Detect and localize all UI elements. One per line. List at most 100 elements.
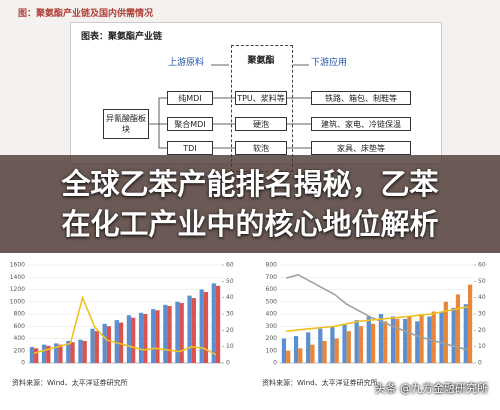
y-tick-label: 600 <box>266 286 278 293</box>
y2-tick-label: 50 <box>478 278 486 285</box>
bar <box>58 344 63 363</box>
upstream-label: 上游原料 <box>168 58 205 68</box>
y-tick-label: 300 <box>266 323 278 330</box>
diagram-frame: 图表：聚氨酯产业链 聚氨酯 上游原料 下游应用 异氰酸酯板块 纯MDI 聚合MD… <box>70 22 442 172</box>
product-box: 软泡 <box>235 141 287 155</box>
header-title: 图：聚氨酯产业链及国内供需情况 <box>18 9 154 19</box>
bar <box>155 310 160 363</box>
bar <box>395 318 400 363</box>
y2-tick-label: 30 <box>226 311 234 318</box>
y-tick-label: 500 <box>266 298 278 305</box>
bar <box>167 306 172 363</box>
input-box: TDI <box>167 141 213 155</box>
application-box: 建筑、家电、冷链保温 <box>311 117 411 131</box>
bar <box>151 309 156 363</box>
bar <box>78 339 83 363</box>
bar <box>126 315 132 363</box>
diagram-arrows <box>149 64 311 149</box>
bar <box>298 348 303 363</box>
y2-tick-label: 20 <box>226 327 234 334</box>
bar <box>82 340 87 363</box>
charts-panel: 0 200 400 600 800 1000 1200 1400 1600 0 10 20 30 40 50… <box>0 253 500 410</box>
overlay-banner: 全球乙苯产能排名揭秘，乙苯在化工产业中的核心地位解析 <box>0 155 500 253</box>
line <box>286 305 469 332</box>
bar <box>293 336 299 363</box>
y-tick-label: 1000 <box>10 298 25 305</box>
center-label: 聚氨酯 <box>247 56 275 66</box>
bar <box>451 307 456 363</box>
bar <box>463 304 468 363</box>
y2-tick-label: 0 <box>226 360 230 367</box>
bar <box>34 348 39 363</box>
downstream-label: 下游应用 <box>311 58 348 68</box>
chart: 0 100 200 300 400 500 600 700 800 0 10 20 30 40 50 60 <box>266 262 486 367</box>
chart: 0 200 400 600 800 1000 1200 1400 1600 0 10 20 30 40 50… <box>10 262 234 367</box>
bar <box>70 342 75 363</box>
document: 图：聚氨酯产业链及国内供需情况 图表：聚氨酯产业链 聚氨酯 上游原料 下游应用 … <box>0 0 500 172</box>
bar <box>318 328 323 363</box>
y-tick-label: 800 <box>14 311 26 318</box>
bar <box>175 301 180 363</box>
bar <box>358 326 364 363</box>
y2-tick-label: 50 <box>226 278 234 285</box>
bar <box>114 320 119 363</box>
bar <box>390 316 396 363</box>
y-tick-label: 100 <box>266 347 278 354</box>
y-tick-label: 800 <box>266 262 278 269</box>
bar <box>443 301 448 363</box>
y2-tick-label: 30 <box>478 311 486 318</box>
bar <box>346 331 351 363</box>
bar <box>94 331 99 363</box>
y-tick-label: 700 <box>266 274 278 281</box>
y2-tick-label: 60 <box>226 262 234 269</box>
bar <box>366 316 371 363</box>
application-box: 铁路、箱包、制鞋等 <box>311 91 411 105</box>
y-tick-label: 1200 <box>10 286 25 293</box>
bar <box>281 338 287 363</box>
bar <box>354 320 359 363</box>
bar <box>310 344 315 363</box>
source-note: 资料来源：Wind、太平洋证券研究所 <box>262 379 378 387</box>
y-tick-label: 0 <box>21 360 25 367</box>
product-box: TPU、浆料等 <box>235 91 287 105</box>
bar <box>334 338 339 363</box>
bar <box>191 298 196 363</box>
bar <box>383 321 388 363</box>
y-tick-label: 400 <box>14 335 26 342</box>
bar <box>215 285 221 363</box>
y2-tick-label: 60 <box>478 262 486 269</box>
y2-tick-label: 0 <box>478 360 482 367</box>
bar <box>138 312 144 363</box>
bar <box>455 294 461 363</box>
bar <box>431 311 436 363</box>
overlay-title: 全球乙苯产能排名揭秘，乙苯在化工产业中的核心地位解析 <box>61 167 439 241</box>
bar <box>322 340 327 363</box>
y-tick-label: 0 <box>273 360 277 367</box>
y-tick-label: 200 <box>14 347 26 354</box>
y-tick-label: 400 <box>266 311 278 318</box>
input-box: 纯MDI <box>167 91 213 105</box>
bar <box>370 323 376 363</box>
y2-tick-label: 40 <box>226 294 234 301</box>
y2-tick-label: 10 <box>478 343 486 350</box>
watermark: 头条 @九方金融研究所 <box>374 382 489 395</box>
bar <box>179 302 184 363</box>
bar <box>106 326 112 363</box>
bar <box>102 323 107 363</box>
y-tick-label: 600 <box>14 323 26 330</box>
bar <box>342 323 347 363</box>
bar <box>41 344 47 363</box>
y2-tick-label: 40 <box>478 294 486 301</box>
bar <box>29 347 35 363</box>
bar <box>66 340 71 363</box>
bar <box>163 304 168 363</box>
application-box: 家具、床垫等 <box>311 141 411 155</box>
bar <box>90 328 95 363</box>
bar <box>199 289 204 363</box>
source-note: 资料来源：Wind、太平洋证券研究所 <box>12 379 128 387</box>
bar <box>403 318 408 363</box>
product-box: 硬泡 <box>235 117 287 131</box>
bar <box>46 345 51 363</box>
y2-tick-label: 10 <box>226 343 234 350</box>
